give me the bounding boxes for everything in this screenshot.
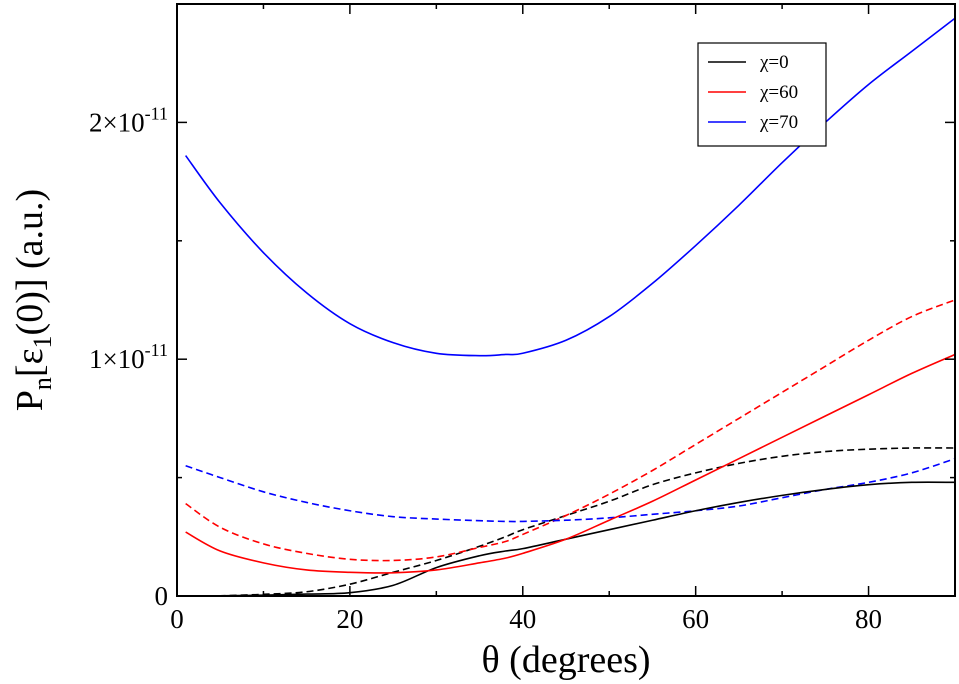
y-tick-label-1: 1×10-11 [89,340,168,374]
x-axis-title: θ (degrees) [481,639,650,681]
y-tick-label-2: 2×10-11 [89,103,168,137]
ticks-layer [176,3,956,597]
series-line-dashed-60-dashed [185,299,956,562]
legend-label-0: χ=0 [759,52,789,73]
series-line-dashed-70-dashed [185,457,956,523]
y-title-sub-1: 1 [28,335,57,348]
y-title-sub-n: n [28,377,57,390]
x-tick-label-80: 80 [855,604,882,634]
legend-box [697,42,827,147]
y-title-mid: [ε [9,348,51,377]
legend: χ=0 χ=60 χ=70 [697,42,827,147]
x-tick-label-20: 20 [336,604,363,634]
series-layer [184,17,956,597]
y-title-base: P [9,390,51,411]
series-line-dashed-0-dashed [185,447,956,597]
legend-label-1: χ=60 [759,82,798,103]
series-line-solid-0 [185,481,956,597]
plot-frame [176,3,956,597]
y-tick-label-0: 0 [155,581,169,611]
x-tick-label-60: 60 [682,604,709,634]
legend-label-2: χ=70 [759,112,798,133]
y-axis-title: Pn[ε1(0)] (a.u.) [9,189,57,411]
x-tick-label-40: 40 [509,604,536,634]
x-tick-label-0: 0 [170,604,184,634]
series-line-solid-60 [185,353,956,574]
tick-labels-layer: 0 20 40 60 80 0 1×10-11 2×10-11 [89,103,882,634]
y-title-tail: (0)] (a.u.) [9,189,51,336]
